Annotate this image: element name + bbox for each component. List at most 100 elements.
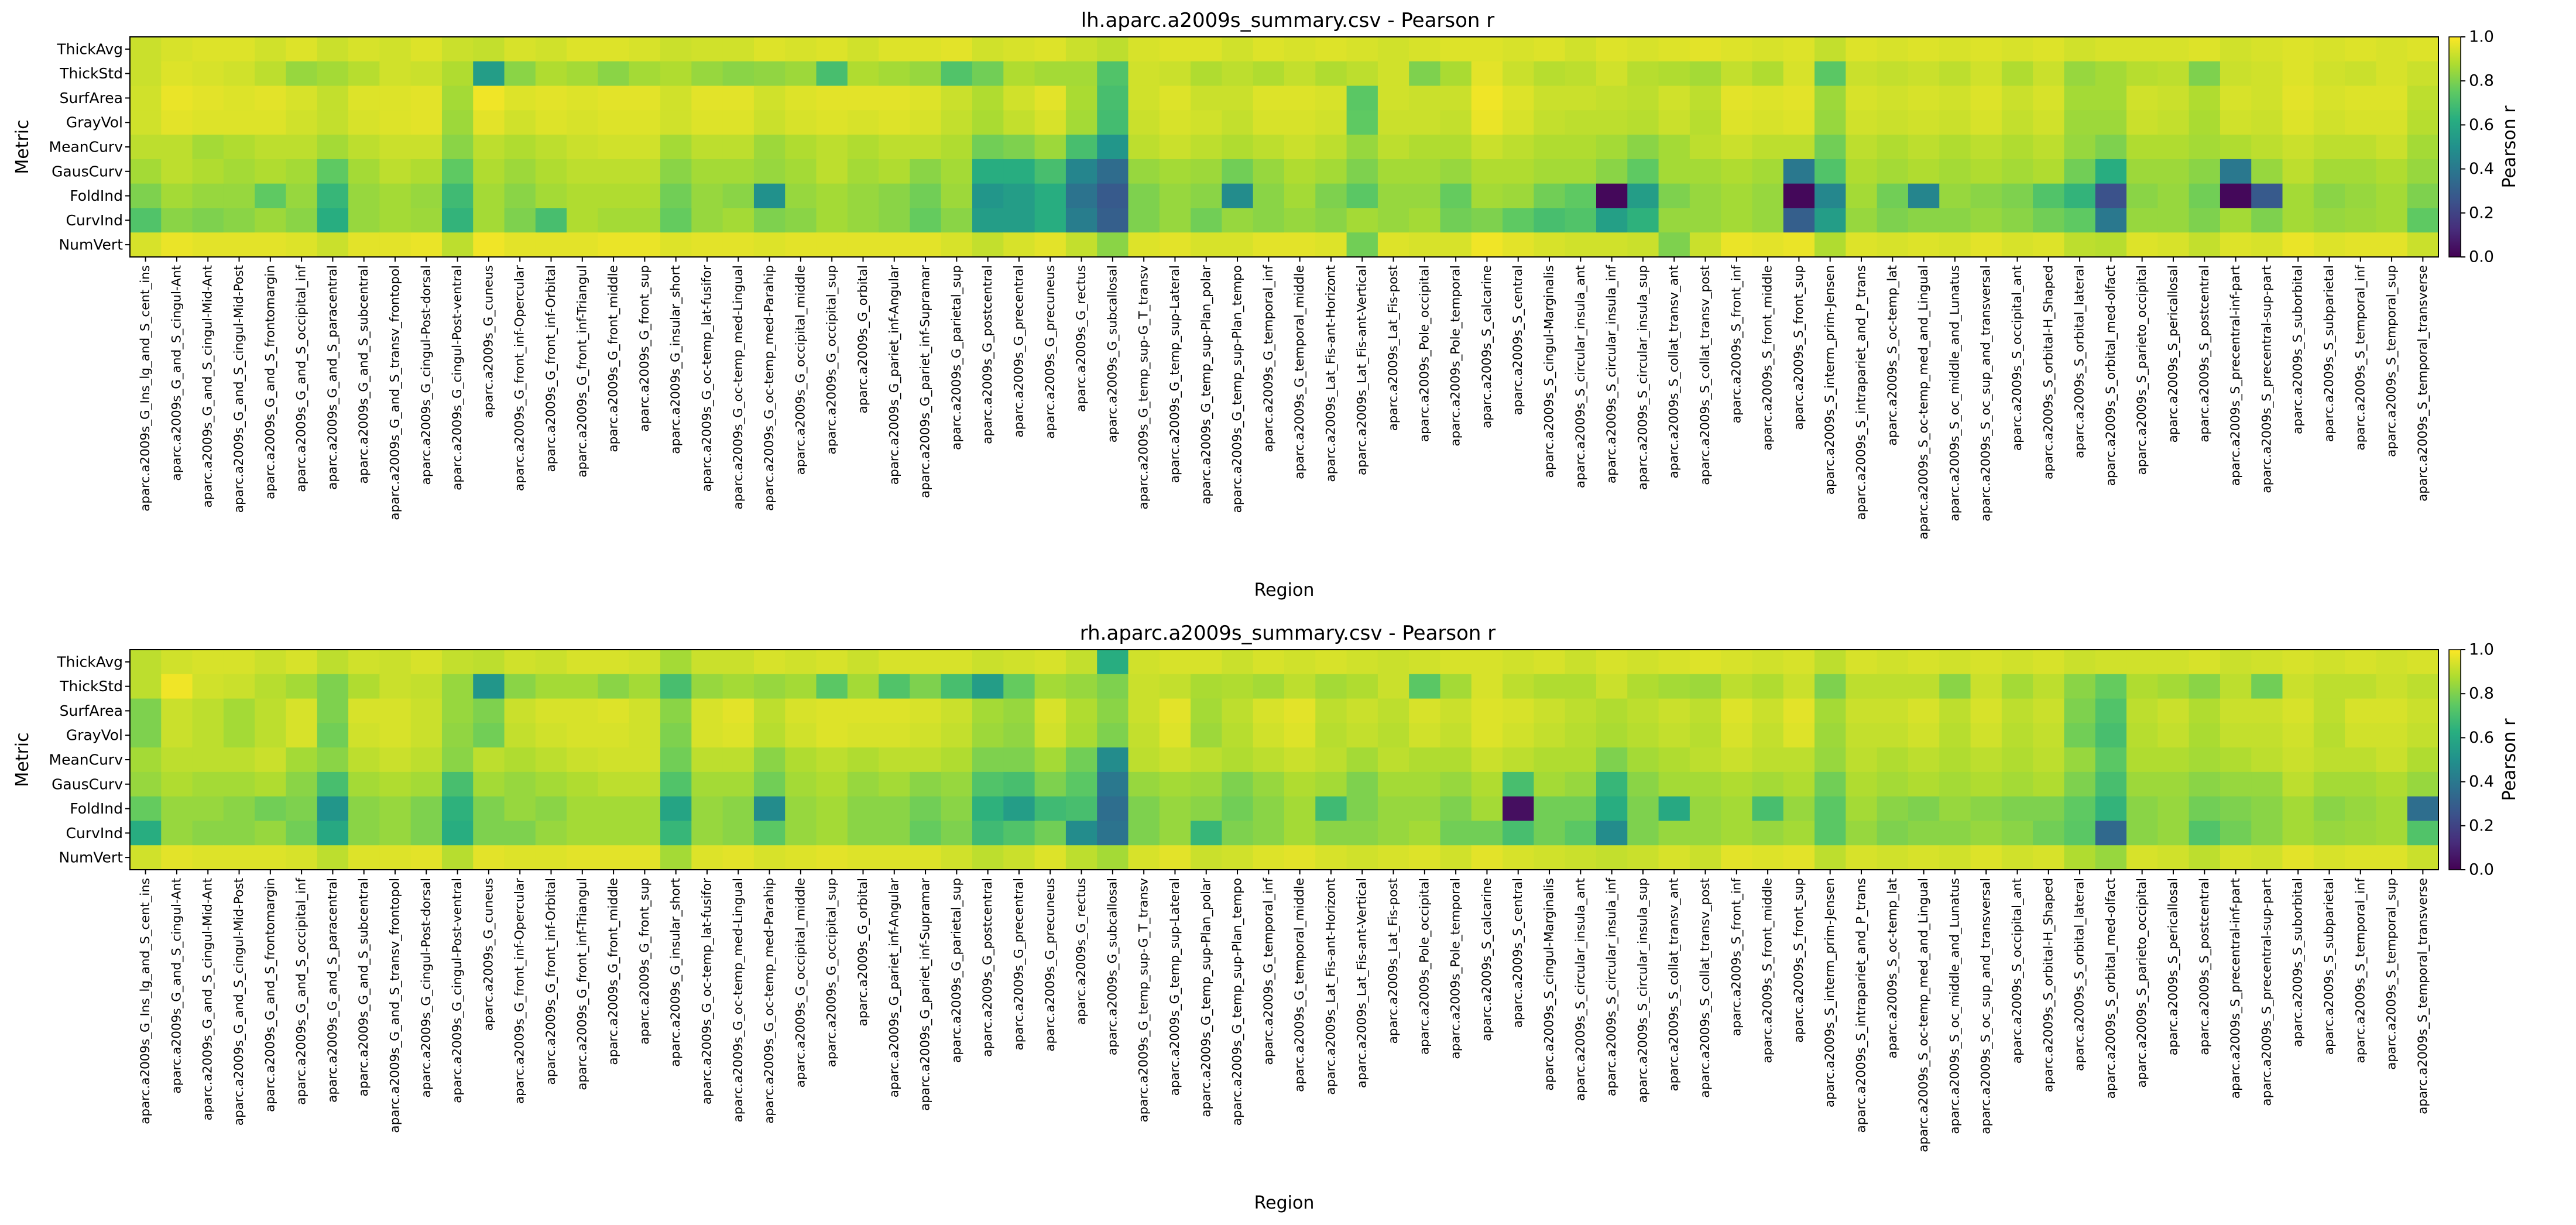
heatmap-cell xyxy=(1596,698,1628,723)
heatmap-cell xyxy=(567,208,599,233)
heatmap-cell xyxy=(504,208,536,233)
heatmap-cell xyxy=(317,796,349,822)
heatmap-cell xyxy=(816,650,848,675)
heatmap-cell xyxy=(2345,723,2377,748)
heatmap-cell xyxy=(722,110,754,135)
heatmap-cell xyxy=(2064,232,2096,258)
heatmap-cell xyxy=(2001,674,2033,699)
heatmap-cell xyxy=(2251,159,2283,184)
heatmap-cell xyxy=(348,61,380,87)
heatmap-cell xyxy=(1721,208,1753,233)
heatmap-cell xyxy=(847,650,879,675)
heatmap-cell xyxy=(1565,135,1597,160)
x-tick-label: aparc.a2009s_G_postcentral xyxy=(980,878,995,1057)
heatmap-cell xyxy=(2095,232,2127,258)
heatmap-cell xyxy=(567,821,599,846)
heatmap-cell xyxy=(691,698,723,723)
heatmap-cell xyxy=(2033,723,2065,748)
heatmap-cell xyxy=(1284,674,1316,699)
heatmap-cell xyxy=(910,674,942,699)
heatmap-cell xyxy=(317,110,349,135)
heatmap-cell xyxy=(286,159,318,184)
heatmap-cell xyxy=(816,771,848,797)
heatmap-cell xyxy=(1689,85,1721,111)
heatmap-cell xyxy=(255,674,287,699)
heatmap-cell xyxy=(1065,183,1097,209)
heatmap-cell xyxy=(192,821,224,846)
heatmap-cell xyxy=(1097,821,1129,846)
heatmap-cell xyxy=(379,159,411,184)
heatmap-cell xyxy=(2095,159,2127,184)
heatmap-cell xyxy=(1534,650,1566,675)
heatmap-cell xyxy=(1159,821,1191,846)
heatmap-cell xyxy=(1877,674,1909,699)
heatmap-cell xyxy=(1065,845,1097,870)
heatmap-cell xyxy=(1814,771,1846,797)
heatmap-cell xyxy=(1939,821,1971,846)
heatmap-cell xyxy=(2345,61,2377,87)
heatmap-cell xyxy=(348,110,380,135)
heatmap-cell xyxy=(1970,85,2002,111)
heatmap-cell xyxy=(1565,61,1597,87)
colorbar-tick-label: 0.6 xyxy=(2469,729,2494,747)
heatmap-cell xyxy=(535,747,567,773)
heatmap-cell xyxy=(879,698,911,723)
heatmap-cell xyxy=(2064,747,2096,773)
heatmap-cell xyxy=(441,698,474,723)
heatmap-cell xyxy=(2251,650,2283,675)
heatmap-cell xyxy=(286,208,318,233)
heatmap-cell xyxy=(473,183,505,209)
colorbar-tick-label: 0.4 xyxy=(2469,160,2494,178)
heatmap-cell xyxy=(2095,37,2127,62)
heatmap-cell xyxy=(847,110,879,135)
heatmap-cell xyxy=(879,37,911,62)
heatmap-cell xyxy=(535,208,567,233)
heatmap-cell xyxy=(2064,723,2096,748)
heatmap-cell xyxy=(1658,110,1690,135)
heatmap-cell xyxy=(317,698,349,723)
heatmap-cell xyxy=(847,159,879,184)
heatmap-cell xyxy=(1034,698,1066,723)
heatmap-cell xyxy=(1346,771,1378,797)
heatmap-cell xyxy=(2126,159,2158,184)
heatmap-cell xyxy=(879,135,911,160)
heatmap-cell xyxy=(598,232,630,258)
heatmap-cell xyxy=(1222,674,1254,699)
heatmap-cell xyxy=(660,135,692,160)
heatmap-cell xyxy=(504,821,536,846)
heatmap-cell xyxy=(1440,183,1472,209)
heatmap-cell xyxy=(691,674,723,699)
heatmap-cell xyxy=(441,135,474,160)
heatmap-cell xyxy=(1222,135,1254,160)
heatmap-cell xyxy=(2251,723,2283,748)
heatmap-cell xyxy=(1814,208,1846,233)
heatmap-cell xyxy=(2126,183,2158,209)
heatmap-cell xyxy=(2220,845,2252,870)
heatmap-cell xyxy=(1846,85,1878,111)
heatmap-cell xyxy=(255,796,287,822)
heatmap-cell xyxy=(2313,674,2345,699)
heatmap-cell xyxy=(629,698,661,723)
heatmap-cell xyxy=(1565,845,1597,870)
heatmap-cell xyxy=(1065,747,1097,773)
heatmap-cell xyxy=(1814,747,1846,773)
heatmap-cell xyxy=(1159,796,1191,822)
heatmap-cell xyxy=(1814,650,1846,675)
heatmap-cell xyxy=(2313,37,2345,62)
x-tick-label: aparc.a2009s_S_central xyxy=(1511,878,1525,1028)
x-tick-label: aparc.a2009s_G_temp_sup-Lateral xyxy=(1168,878,1182,1096)
heatmap-cell xyxy=(1970,771,2002,797)
heatmap-cell xyxy=(2095,674,2127,699)
heatmap-cell xyxy=(691,61,723,87)
x-tick-label: aparc.a2009s_G_temp_sup-Plan_polar xyxy=(1199,878,1213,1117)
heatmap-cell xyxy=(2157,208,2190,233)
heatmap-cell xyxy=(660,674,692,699)
heatmap-cell xyxy=(255,821,287,846)
heatmap-cell xyxy=(941,232,973,258)
heatmap-cell xyxy=(1159,698,1191,723)
heatmap-cell xyxy=(1097,232,1129,258)
heatmap-cell xyxy=(535,650,567,675)
heatmap-cell xyxy=(910,85,942,111)
x-tick-label: aparc.a2009s_G_front_middle xyxy=(606,878,621,1065)
heatmap-cell xyxy=(1627,650,1659,675)
